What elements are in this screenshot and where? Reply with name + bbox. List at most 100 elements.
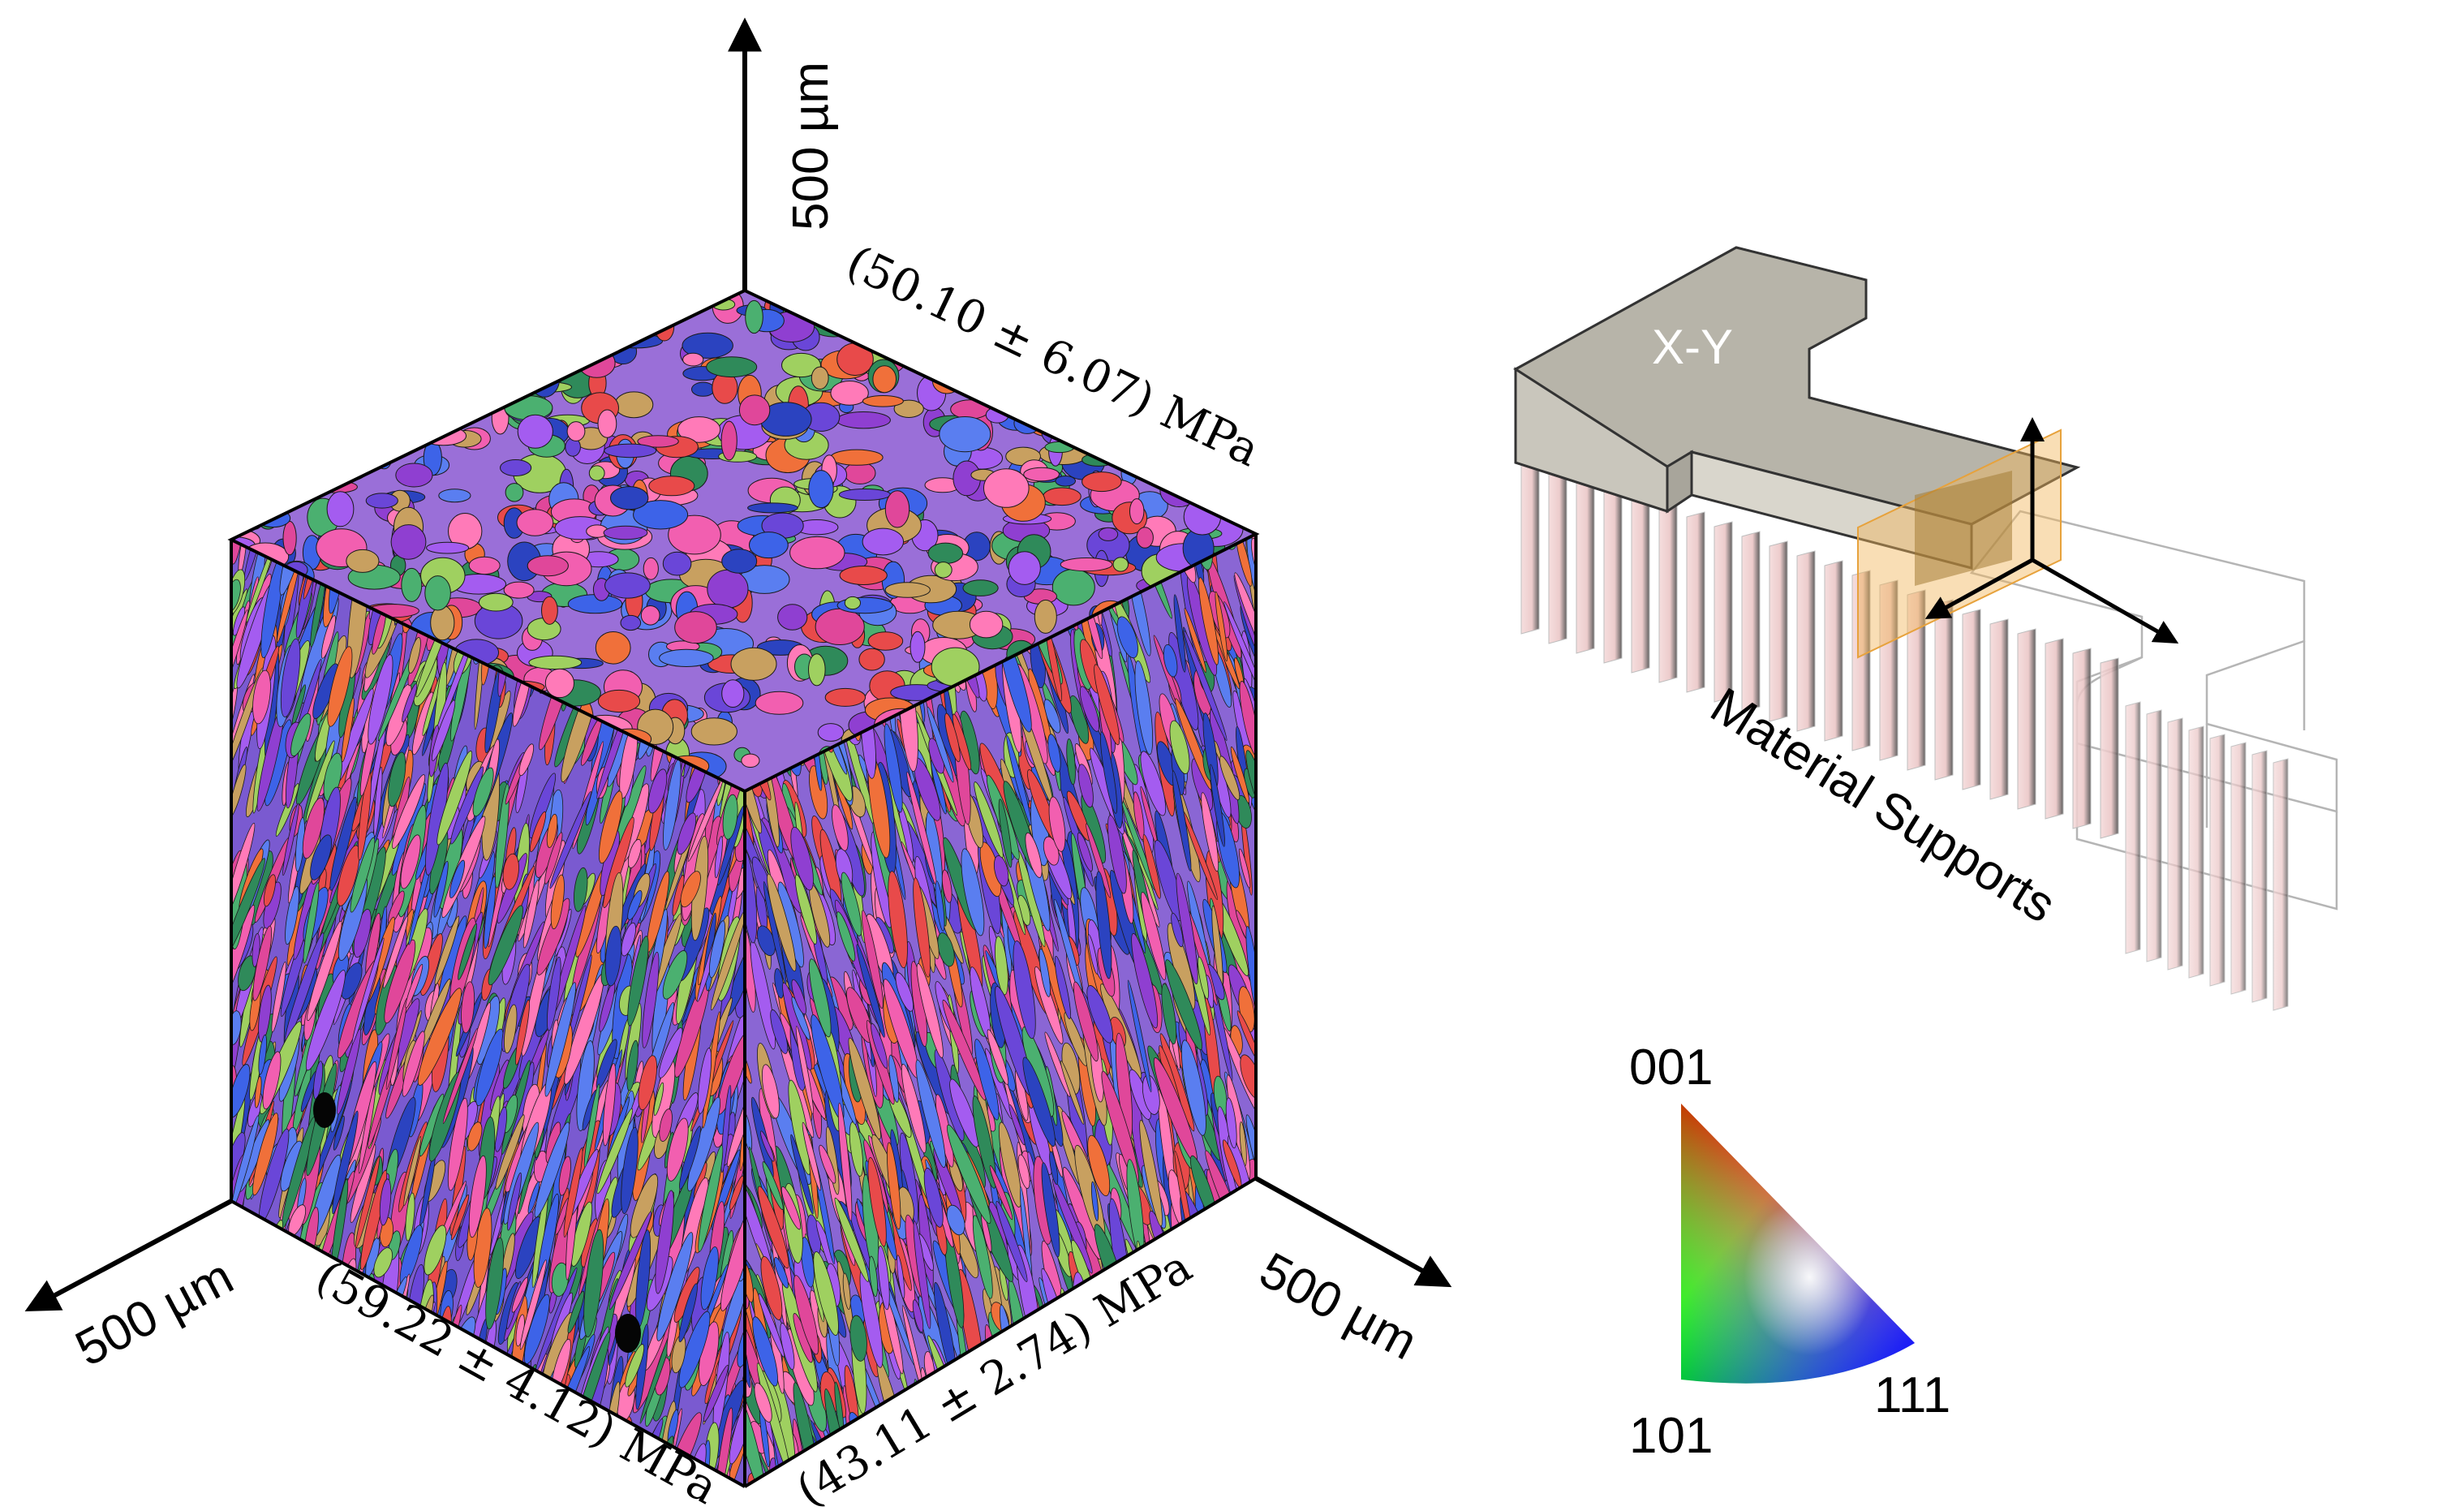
grain [1044,1415,1065,1461]
grain [242,1264,273,1379]
grain [659,1108,673,1143]
grain [770,1009,789,1054]
grain [1040,1405,1056,1440]
grain [1012,1418,1051,1487]
grain [505,483,524,502]
grain [548,292,574,328]
grain [1105,437,1139,466]
grain [380,1345,420,1445]
grain [379,1178,392,1226]
grain [1060,557,1113,572]
grain [1204,1372,1230,1428]
grain [1184,357,1202,376]
grain [390,524,427,560]
grain [373,766,383,837]
grain [1196,312,1241,349]
grain [808,470,834,509]
grain [1142,833,1161,899]
grain [1205,1246,1230,1347]
grain [410,1425,438,1487]
grain [485,1237,504,1330]
grain [897,347,937,360]
grain [837,1102,853,1221]
grain [603,816,634,908]
grain [342,1323,361,1364]
grain [391,1367,411,1409]
grain [1141,1393,1184,1487]
grain [254,1332,276,1410]
grain [248,303,273,336]
grain [755,691,804,715]
grain [332,1340,363,1435]
grain [398,1393,434,1486]
grain [498,1421,528,1483]
grain [258,984,272,1043]
grain [1240,1054,1256,1100]
grain [447,400,486,414]
grain [711,910,745,1011]
grain [1157,1445,1176,1487]
grain [867,1157,887,1247]
grain [942,999,987,1101]
grain [620,614,642,631]
grain [1163,644,1178,678]
grain [282,803,299,876]
grain [595,631,631,665]
grain [313,1456,333,1487]
grain [231,1353,244,1420]
grain [355,354,393,372]
grain [265,1342,281,1380]
support-fin [2273,758,2289,1011]
grain [899,324,937,358]
grain [752,1316,778,1387]
grain [1077,308,1107,338]
grain [935,1447,946,1487]
grain [1049,1151,1059,1185]
grain [839,566,888,585]
grain [566,421,586,441]
grain [791,979,806,1015]
grain [312,1366,327,1421]
grain [969,610,1004,639]
grain [252,1242,270,1284]
grain [1165,959,1202,1050]
support-fin [1934,599,1954,781]
grain [610,486,649,510]
grain [1097,1439,1116,1487]
grain [1232,1399,1251,1487]
grain [1217,1309,1228,1355]
grain [832,804,849,851]
grain [838,489,891,501]
grain [1104,443,1151,456]
grain [476,291,492,310]
grain [1161,1341,1187,1443]
grain [279,1442,299,1487]
grain [313,1061,324,1100]
grain [468,1389,485,1428]
grain [760,1130,775,1162]
grain [935,880,945,932]
grain [1077,764,1094,808]
grain [729,1175,744,1211]
cube-axes [24,17,1452,1311]
grain [1104,1345,1121,1383]
grain [255,1371,286,1479]
grain [1081,317,1132,336]
grain [626,1040,639,1091]
grain [1027,1417,1055,1487]
grain [286,1297,312,1358]
grain [402,683,418,723]
grain [1105,1404,1138,1472]
grain [529,811,547,852]
grain [260,1455,277,1487]
grain [998,799,1013,868]
grain [1220,318,1252,334]
grain [749,532,789,559]
grain [1112,1360,1141,1431]
grain [1112,557,1129,572]
support-fin [1741,531,1761,712]
grain [1131,932,1159,1029]
grain [557,304,608,325]
grain [1068,1385,1105,1471]
grain [254,1393,271,1467]
